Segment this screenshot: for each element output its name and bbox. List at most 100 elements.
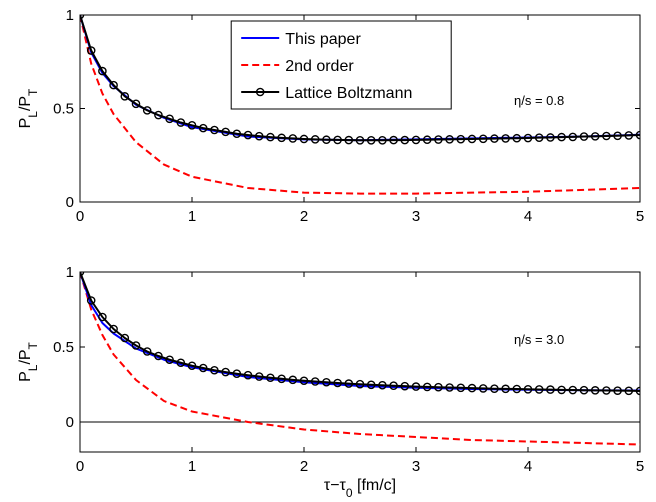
data-point-lattice-boltzmann — [187, 121, 197, 130]
data-point-lattice-boltzmann — [568, 132, 578, 142]
data-point-lattice-boltzmann — [478, 134, 488, 144]
data-point-lattice-boltzmann — [322, 135, 331, 145]
data-point-lattice-boltzmann — [221, 367, 230, 377]
data-point-lattice-boltzmann — [243, 130, 253, 140]
data-point-lattice-boltzmann — [568, 385, 578, 395]
data-point-lattice-boltzmann — [333, 378, 342, 388]
data-point-lattice-boltzmann — [86, 296, 96, 305]
data-point-lattice-boltzmann — [378, 135, 387, 145]
data-point-lattice-boltzmann — [277, 374, 286, 384]
data-point-lattice-boltzmann — [624, 131, 634, 140]
x-tick-label: 1 — [188, 458, 196, 475]
data-point-lattice-boltzmann — [288, 375, 298, 385]
data-point-lattice-boltzmann — [590, 132, 600, 141]
data-point-lattice-boltzmann — [490, 384, 499, 394]
x-tick-label: 5 — [636, 458, 644, 475]
plot-area — [80, 15, 640, 195]
data-point-lattice-boltzmann — [142, 106, 152, 115]
data-point-lattice-boltzmann — [490, 134, 499, 143]
x-tick-label: 0 — [76, 458, 84, 475]
data-point-lattice-boltzmann — [165, 355, 174, 365]
data-point-lattice-boltzmann — [277, 133, 286, 143]
legend-marker-lattice-boltzmann — [255, 87, 265, 97]
y-tick-label: 1 — [66, 264, 74, 281]
data-point-lattice-boltzmann — [322, 377, 331, 387]
data-point-lattice-boltzmann — [131, 341, 141, 350]
data-point-lattice-boltzmann — [254, 131, 264, 141]
data-point-lattice-boltzmann — [400, 135, 410, 145]
data-point-lattice-boltzmann — [232, 369, 242, 379]
data-point-lattice-boltzmann — [80, 15, 85, 20]
data-point-lattice-boltzmann — [187, 361, 197, 371]
data-point-lattice-boltzmann — [98, 312, 107, 322]
data-point-lattice-boltzmann — [344, 379, 354, 388]
data-point-lattice-boltzmann — [254, 372, 264, 381]
x-tick-label: 0 — [76, 208, 84, 225]
data-point-lattice-boltzmann — [411, 382, 421, 391]
data-point-lattice-boltzmann — [534, 385, 544, 394]
data-point-lattice-boltzmann — [635, 386, 640, 396]
x-axis-label: τ−τ0 [fm/c] — [324, 477, 396, 500]
y-tick-label: 0.5 — [53, 101, 74, 118]
data-point-lattice-boltzmann — [635, 130, 640, 140]
data-point-lattice-boltzmann — [299, 134, 309, 144]
series-line-2nd-order — [80, 272, 640, 446]
data-point-lattice-boltzmann — [400, 381, 410, 391]
x-tick-label: 4 — [524, 458, 532, 475]
data-point-lattice-boltzmann — [198, 123, 208, 133]
data-point-lattice-boltzmann — [422, 382, 432, 392]
data-point-lattice-boltzmann — [299, 376, 309, 386]
plot-area — [80, 272, 640, 446]
data-point-lattice-boltzmann — [232, 129, 242, 139]
data-point-lattice-boltzmann — [445, 383, 454, 392]
y-tick-label: 0 — [66, 194, 74, 211]
data-point-lattice-boltzmann — [512, 133, 522, 143]
eta-s-annotation: η/s = 3.0 — [514, 332, 564, 347]
data-point-lattice-boltzmann — [579, 385, 589, 395]
data-point-lattice-boltzmann — [288, 134, 298, 143]
data-point-lattice-boltzmann — [221, 127, 230, 137]
data-point-lattice-boltzmann — [557, 385, 566, 395]
data-point-lattice-boltzmann — [523, 133, 533, 143]
data-point-lattice-boltzmann — [210, 365, 219, 375]
y-tick-label: 1 — [66, 7, 74, 24]
data-point-lattice-boltzmann — [590, 386, 600, 395]
data-point-lattice-boltzmann — [613, 131, 622, 141]
data-point-lattice-boltzmann — [176, 358, 186, 368]
data-point-lattice-boltzmann — [120, 92, 130, 101]
top-panel: 0 1 2 3 4 5 0 0.5 1 PL/PT η/s = 0.8 This paper 2nd o… — [17, 7, 644, 225]
data-point-lattice-boltzmann — [624, 386, 634, 396]
data-point-lattice-boltzmann — [411, 135, 421, 145]
legend-label-this-paper: This paper — [285, 31, 361, 48]
data-point-lattice-boltzmann — [333, 135, 342, 145]
data-point-lattice-boltzmann — [557, 132, 566, 142]
data-point-lattice-boltzmann — [154, 351, 163, 361]
data-point-lattice-boltzmann — [109, 324, 118, 334]
x-tick-label: 5 — [636, 208, 644, 225]
data-point-lattice-boltzmann — [467, 134, 477, 144]
data-point-lattice-boltzmann — [467, 383, 477, 393]
data-point-lattice-boltzmann — [109, 80, 118, 90]
legend-label-2nd-order: 2nd order — [285, 58, 354, 75]
data-point-lattice-boltzmann — [434, 382, 443, 392]
legend-label-lattice-boltzmann: Lattice Boltzmann — [285, 85, 412, 102]
data-point-lattice-boltzmann — [355, 135, 365, 145]
data-point-lattice-boltzmann — [154, 110, 163, 120]
data-point-lattice-boltzmann — [310, 135, 320, 144]
data-point-lattice-boltzmann — [456, 134, 466, 144]
data-point-lattice-boltzmann — [210, 125, 219, 135]
x-tick-label: 2 — [300, 208, 308, 225]
data-point-lattice-boltzmann — [478, 384, 488, 393]
data-point-lattice-boltzmann — [243, 370, 253, 380]
data-point-lattice-boltzmann — [602, 386, 611, 395]
y-tick-label: 0 — [66, 414, 74, 431]
data-point-lattice-boltzmann — [120, 333, 130, 343]
data-point-lattice-boltzmann — [86, 46, 96, 55]
data-point-lattice-boltzmann — [198, 363, 208, 373]
y-axis-label: PL/PT — [17, 88, 40, 128]
x-tick-label: 4 — [524, 208, 532, 225]
data-point-lattice-boltzmann — [266, 373, 275, 383]
data-point-lattice-boltzmann — [176, 118, 186, 127]
series-line-2nd-order — [80, 15, 640, 195]
